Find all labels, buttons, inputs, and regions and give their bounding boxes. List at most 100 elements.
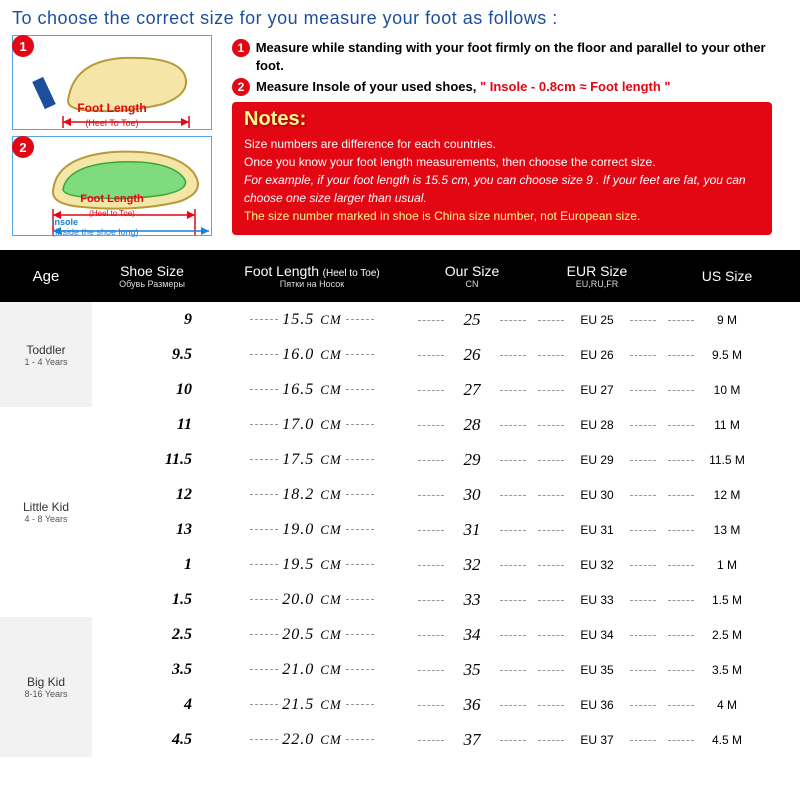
cell-us-size: 9.5 M — [662, 348, 792, 362]
hdr-age: Age — [0, 268, 92, 285]
cell-eur-size: EU 34 — [532, 628, 662, 642]
cell-foot-length: 17.0CM — [212, 416, 412, 434]
hdr-foot: Foot Length (Heel to Toe) Пятки на Носок — [212, 263, 412, 289]
diagram-foot-length: 1 Foot Length (Heel To Toe) — [12, 35, 222, 130]
diagram2-label: Foot Length — [80, 193, 144, 205]
cell-foot-length: 16.0CM — [212, 346, 412, 364]
cell-our-size: 27 — [412, 380, 532, 400]
cell-eur-size: EU 28 — [532, 418, 662, 432]
cell-shoe-size: 13 — [92, 521, 212, 539]
age-range: 4 - 8 Years — [24, 514, 67, 524]
cell-foot-length: 20.5CM — [212, 626, 412, 644]
hdr-shoe: Shoe Size Обувь Размеры — [92, 263, 212, 289]
cell-our-size: 29 — [412, 450, 532, 470]
cell-our-size: 36 — [412, 695, 532, 715]
age-rail: Toddler1 - 4 YearsLittle Kid4 - 8 YearsB… — [0, 302, 92, 757]
instruction-1: Measure while standing with your foot fi… — [256, 39, 788, 74]
age-range: 8-16 Years — [24, 689, 67, 699]
cell-our-size: 25 — [412, 310, 532, 330]
cell-foot-length: 22.0CM — [212, 731, 412, 749]
cell-eur-size: EU 26 — [532, 348, 662, 362]
cell-us-size: 13 M — [662, 523, 792, 537]
cell-shoe-size: 9 — [92, 311, 212, 329]
inst-badge-1: 1 — [232, 39, 250, 57]
notes-line-2: Once you know your foot length measureme… — [244, 153, 760, 171]
cell-shoe-size: 11.5 — [92, 451, 212, 469]
instruction-2: Measure Insole of your used shoes, " Ins… — [256, 78, 671, 96]
size-table: Age Shoe Size Обувь Размеры Foot Length … — [0, 250, 800, 757]
cell-shoe-size: 4.5 — [92, 731, 212, 749]
age-name: Little Kid — [23, 500, 69, 514]
cell-eur-size: EU 25 — [532, 313, 662, 327]
cell-shoe-size: 1 — [92, 556, 212, 574]
table-row: 119.5CM32EU 321 M — [92, 547, 800, 582]
cell-foot-length: 21.0CM — [212, 661, 412, 679]
step-badge-2: 2 — [12, 136, 34, 158]
cell-our-size: 26 — [412, 345, 532, 365]
diagram-insole: 2 Foot Length — [12, 136, 222, 236]
cell-foot-length: 20.0CM — [212, 591, 412, 609]
age-name: Toddler — [26, 343, 65, 357]
diagram1-sub: (Heel To Toe) — [85, 118, 138, 128]
cell-shoe-size: 10 — [92, 381, 212, 399]
cell-foot-length: 16.5CM — [212, 381, 412, 399]
table-row: 4.522.0CM37EU 374.5 M — [92, 722, 800, 757]
table-rows: 915.5CM25EU 259 M9.516.0CM26EU 269.5 M10… — [92, 302, 800, 757]
age-group-cell: Big Kid8-16 Years — [0, 617, 92, 757]
cell-foot-length: 19.5CM — [212, 556, 412, 574]
cell-eur-size: EU 29 — [532, 453, 662, 467]
cell-foot-length: 15.5CM — [212, 311, 412, 329]
cell-eur-size: EU 33 — [532, 593, 662, 607]
table-row: 1016.5CM27EU 2710 M — [92, 372, 800, 407]
notes-line-1: Size numbers are difference for each cou… — [244, 135, 760, 153]
cell-eur-size: EU 30 — [532, 488, 662, 502]
inst-badge-2: 2 — [232, 78, 250, 96]
cell-our-size: 33 — [412, 590, 532, 610]
cell-shoe-size: 11 — [92, 416, 212, 434]
table-header: Age Shoe Size Обувь Размеры Foot Length … — [0, 250, 800, 302]
notes-line-4: The size number marked in shoe is China … — [244, 207, 760, 225]
table-row: 421.5CM36EU 364 M — [92, 687, 800, 722]
table-row: 3.521.0CM35EU 353.5 M — [92, 652, 800, 687]
cell-foot-length: 21.5CM — [212, 696, 412, 714]
cell-our-size: 34 — [412, 625, 532, 645]
notes-line-3: For example, if your foot length is 15.5… — [244, 171, 760, 207]
age-name: Big Kid — [27, 675, 65, 689]
cell-our-size: 31 — [412, 520, 532, 540]
cell-foot-length: 17.5CM — [212, 451, 412, 469]
cell-eur-size: EU 31 — [532, 523, 662, 537]
insole-label: Insole (Inside the shoe long) — [52, 218, 139, 238]
cell-us-size: 2.5 M — [662, 628, 792, 642]
cell-us-size: 1.5 M — [662, 593, 792, 607]
step-badge-1: 1 — [12, 35, 34, 57]
table-row: 9.516.0CM26EU 269.5 M — [92, 337, 800, 372]
page-title: To choose the correct size for you measu… — [12, 8, 788, 29]
cell-us-size: 9 M — [662, 313, 792, 327]
age-group-cell: Little Kid4 - 8 Years — [0, 407, 92, 617]
cell-us-size: 1 M — [662, 558, 792, 572]
cell-shoe-size: 1.5 — [92, 591, 212, 609]
hdr-us: US Size — [662, 268, 792, 284]
cell-us-size: 10 M — [662, 383, 792, 397]
hdr-our: Our Size CN — [412, 263, 532, 289]
cell-eur-size: EU 32 — [532, 558, 662, 572]
table-row: 915.5CM25EU 259 M — [92, 302, 800, 337]
cell-our-size: 37 — [412, 730, 532, 750]
diagram1-label: Foot Length — [77, 101, 146, 115]
cell-foot-length: 18.2CM — [212, 486, 412, 504]
cell-our-size: 28 — [412, 415, 532, 435]
cell-us-size: 12 M — [662, 488, 792, 502]
cell-us-size: 4.5 M — [662, 733, 792, 747]
cell-eur-size: EU 35 — [532, 663, 662, 677]
age-range: 1 - 4 Years — [24, 357, 67, 367]
instructions-block: 1 Measure while standing with your foot … — [232, 35, 788, 242]
table-row: 2.520.5CM34EU 342.5 M — [92, 617, 800, 652]
notes-title: Notes: — [244, 108, 760, 131]
cell-eur-size: EU 36 — [532, 698, 662, 712]
cell-shoe-size: 3.5 — [92, 661, 212, 679]
cell-our-size: 30 — [412, 485, 532, 505]
cell-our-size: 35 — [412, 660, 532, 680]
cell-us-size: 4 M — [662, 698, 792, 712]
diagram2-sub: (Heel to Toe) — [89, 209, 135, 218]
cell-shoe-size: 2.5 — [92, 626, 212, 644]
